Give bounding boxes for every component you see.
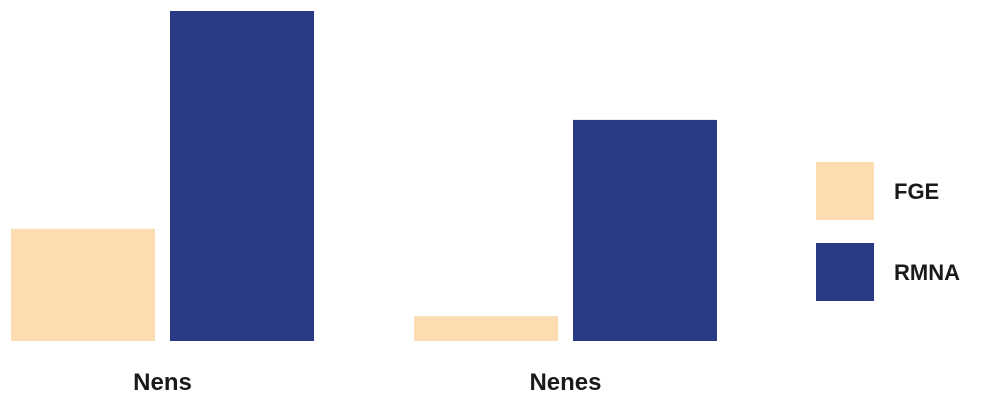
bar-nens-rmna [170,11,314,341]
legend: FGE RMNA [816,162,960,301]
category-labels: Nens Nenes [133,369,601,394]
bar-nenes-fge [414,316,558,341]
bar-nens-fge [11,228,155,341]
bars-group [11,11,717,342]
legend-swatch-fge [816,162,874,220]
bar-nenes-rmna [573,119,717,342]
legend-swatch-rmna [816,243,874,301]
category-label-nenes: Nenes [529,369,601,394]
legend-label-fge: FGE [894,179,939,204]
legend-label-rmna: RMNA [894,260,960,285]
category-label-nens: Nens [133,369,192,394]
